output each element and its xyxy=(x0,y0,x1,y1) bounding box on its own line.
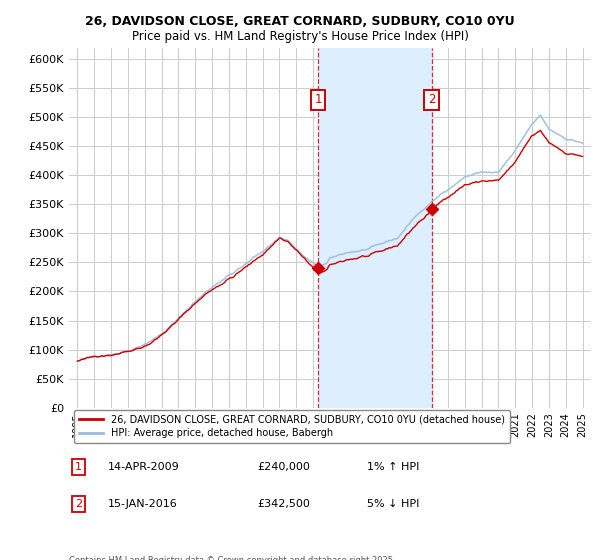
Legend: 26, DAVIDSON CLOSE, GREAT CORNARD, SUDBURY, CO10 0YU (detached house), HPI: Aver: 26, DAVIDSON CLOSE, GREAT CORNARD, SUDBU… xyxy=(74,410,509,444)
Text: 14-APR-2009: 14-APR-2009 xyxy=(108,462,180,472)
Text: Price paid vs. HM Land Registry's House Price Index (HPI): Price paid vs. HM Land Registry's House … xyxy=(131,30,469,43)
Text: 1% ↑ HPI: 1% ↑ HPI xyxy=(367,462,419,472)
Text: 15-JAN-2016: 15-JAN-2016 xyxy=(108,498,178,508)
Text: £240,000: £240,000 xyxy=(257,462,310,472)
Text: 5% ↓ HPI: 5% ↓ HPI xyxy=(367,498,419,508)
Text: 2: 2 xyxy=(428,94,436,106)
Text: 26, DAVIDSON CLOSE, GREAT CORNARD, SUDBURY, CO10 0YU: 26, DAVIDSON CLOSE, GREAT CORNARD, SUDBU… xyxy=(85,15,515,27)
Text: 1: 1 xyxy=(75,462,82,472)
Text: 1: 1 xyxy=(314,94,322,106)
Text: 2: 2 xyxy=(75,498,82,508)
Text: Contains HM Land Registry data © Crown copyright and database right 2025.
This d: Contains HM Land Registry data © Crown c… xyxy=(69,556,395,560)
Text: £342,500: £342,500 xyxy=(257,498,310,508)
Bar xyxy=(318,48,432,408)
